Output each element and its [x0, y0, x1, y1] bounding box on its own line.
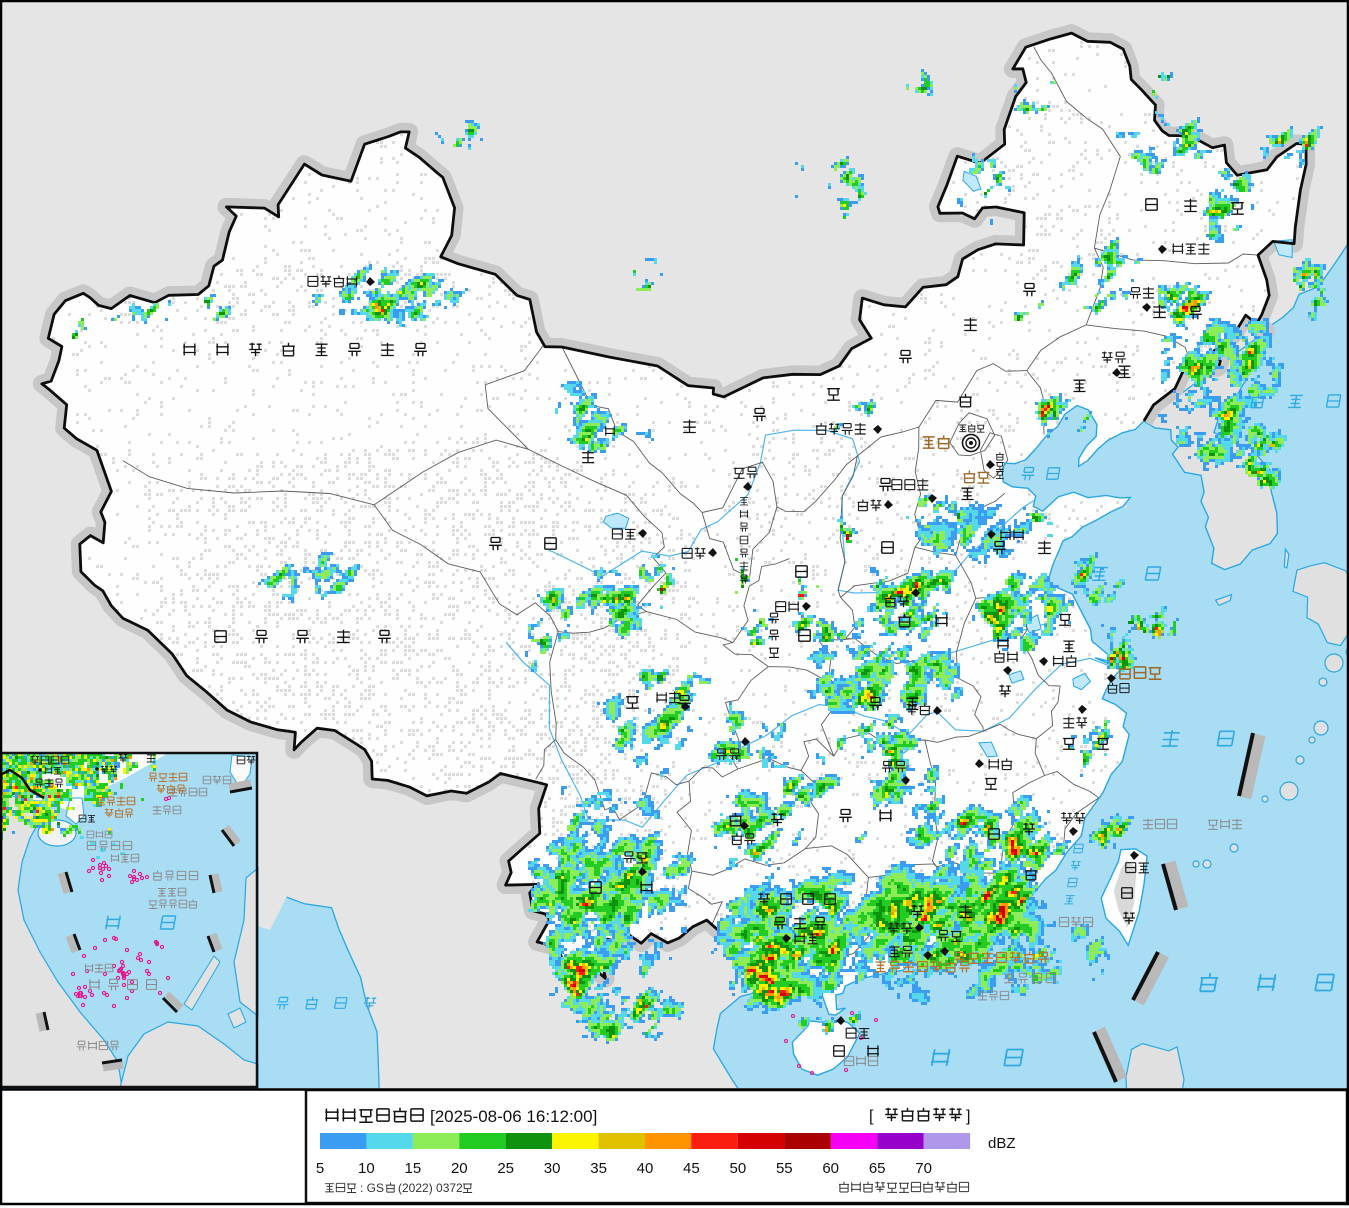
- svg-text:50: 50: [730, 1160, 747, 1177]
- svg-text:5: 5: [316, 1160, 324, 1177]
- svg-text:60: 60: [822, 1160, 839, 1177]
- svg-text:35: 35: [590, 1160, 607, 1177]
- svg-text:[2025-08-06 16:12:00]: [2025-08-06 16:12:00]: [430, 1107, 597, 1126]
- svg-text:40: 40: [637, 1160, 654, 1177]
- svg-text:10: 10: [358, 1160, 375, 1177]
- svg-text:70: 70: [915, 1160, 932, 1177]
- svg-text:]: ]: [966, 1108, 970, 1125]
- svg-text:[: [: [869, 1108, 874, 1125]
- svg-text:30: 30: [544, 1160, 561, 1177]
- svg-text:20: 20: [451, 1160, 468, 1177]
- svg-text:65: 65: [869, 1160, 886, 1177]
- svg-text:15: 15: [405, 1160, 422, 1177]
- svg-text:dBZ: dBZ: [988, 1135, 1016, 1152]
- svg-text:45: 45: [683, 1160, 700, 1177]
- svg-text:55: 55: [776, 1160, 793, 1177]
- svg-text:: GS: : GS: [360, 1181, 384, 1195]
- svg-text:25: 25: [497, 1160, 514, 1177]
- svg-text:(2022) 0372: (2022) 0372: [398, 1181, 463, 1195]
